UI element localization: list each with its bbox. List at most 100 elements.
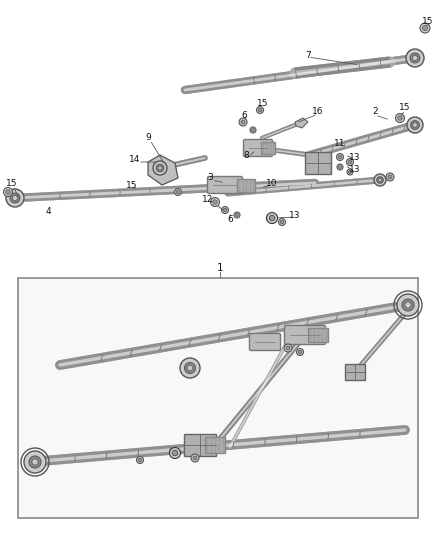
Bar [345,364,365,380]
Polygon shape [148,155,178,185]
Text: 15: 15 [422,18,434,27]
Circle shape [413,55,417,61]
Bar [18,278,418,518]
Text: 9: 9 [145,133,151,142]
Circle shape [191,454,199,462]
Text: 12: 12 [202,196,214,205]
Circle shape [348,160,352,164]
Text: 1: 1 [217,263,223,273]
Circle shape [236,214,239,216]
Circle shape [170,448,180,458]
Circle shape [378,179,381,182]
Circle shape [172,450,178,456]
Bar [261,142,275,154]
Circle shape [338,155,342,159]
Circle shape [284,344,292,352]
Text: 10: 10 [266,179,278,188]
Circle shape [405,302,411,308]
Circle shape [29,456,41,468]
Circle shape [138,458,142,462]
Circle shape [222,206,229,214]
Text: 15: 15 [399,103,411,112]
Text: 6: 6 [227,215,233,224]
Text: 13: 13 [349,152,361,161]
Circle shape [187,365,193,371]
Circle shape [184,362,195,374]
Circle shape [241,120,245,124]
Circle shape [158,166,162,170]
Circle shape [280,220,284,224]
Circle shape [420,23,430,33]
Circle shape [239,118,247,126]
Bar [305,152,331,174]
Circle shape [223,208,227,212]
Text: 15: 15 [257,99,269,108]
Circle shape [211,198,219,206]
FancyBboxPatch shape [244,140,272,157]
Text: 14: 14 [129,156,141,165]
Circle shape [258,108,262,112]
FancyBboxPatch shape [208,176,243,193]
Text: 13: 13 [289,211,301,220]
Text: 8: 8 [243,150,249,159]
Circle shape [137,456,144,464]
Circle shape [406,49,424,67]
Text: 6: 6 [241,110,247,119]
Circle shape [266,213,278,223]
Circle shape [286,346,290,350]
Circle shape [10,193,20,203]
Circle shape [398,116,402,120]
Circle shape [6,190,10,194]
Circle shape [298,350,302,354]
Circle shape [174,189,181,196]
Circle shape [234,212,240,218]
Circle shape [269,215,275,221]
Circle shape [339,166,342,168]
Circle shape [279,219,286,225]
FancyBboxPatch shape [250,334,280,351]
Circle shape [410,53,420,63]
Circle shape [156,164,164,172]
Text: 3: 3 [207,174,213,182]
Circle shape [250,127,256,133]
Bar [237,179,255,191]
Circle shape [297,349,304,356]
Text: 15: 15 [6,179,18,188]
Circle shape [402,299,414,311]
Circle shape [153,161,167,175]
Text: 15: 15 [126,181,138,190]
Circle shape [24,451,46,473]
Circle shape [423,26,427,30]
Circle shape [336,154,343,160]
Bar [184,434,216,456]
Circle shape [377,177,383,183]
Circle shape [397,294,419,316]
Circle shape [349,171,352,174]
Circle shape [193,456,197,460]
Circle shape [388,175,392,179]
Circle shape [257,107,264,114]
Bar [308,328,328,342]
Circle shape [180,358,200,378]
Circle shape [12,196,18,200]
Text: 13: 13 [349,166,361,174]
Bar [205,437,225,453]
Circle shape [337,164,343,170]
Circle shape [251,128,254,132]
Text: 2: 2 [372,108,378,117]
Circle shape [396,114,405,123]
Circle shape [4,188,13,197]
Text: 7: 7 [305,51,311,60]
Circle shape [347,169,353,175]
Text: 11: 11 [334,139,346,148]
Circle shape [410,120,420,130]
Circle shape [213,200,217,204]
Circle shape [374,174,386,186]
FancyBboxPatch shape [285,326,325,344]
Circle shape [346,158,353,166]
Circle shape [32,459,38,465]
Text: 4: 4 [45,207,51,216]
Circle shape [407,117,423,133]
Circle shape [413,123,417,127]
Circle shape [176,190,180,194]
